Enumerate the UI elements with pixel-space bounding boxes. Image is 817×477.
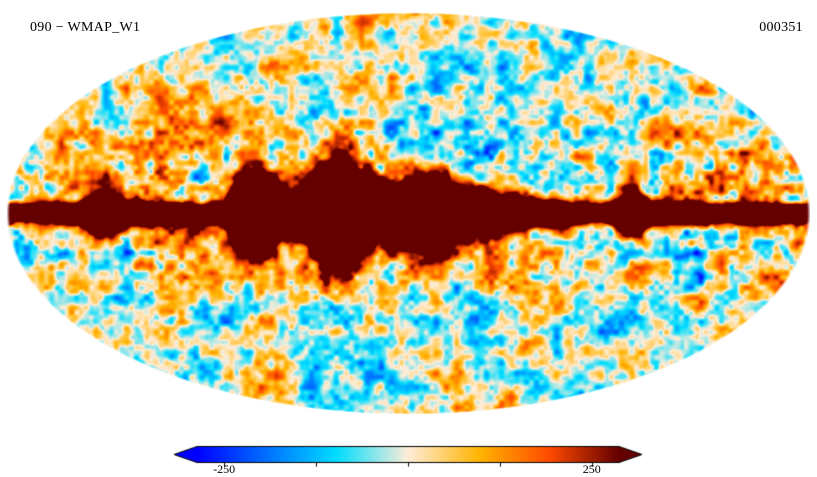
colorbar: -250 250 bbox=[173, 445, 643, 476]
colorbar-max-label: 250 bbox=[582, 462, 601, 476]
sky-map-canvas bbox=[6, 12, 810, 414]
colorbar-min-label: -250 bbox=[213, 462, 236, 476]
colorbar-canvas bbox=[173, 445, 643, 467]
